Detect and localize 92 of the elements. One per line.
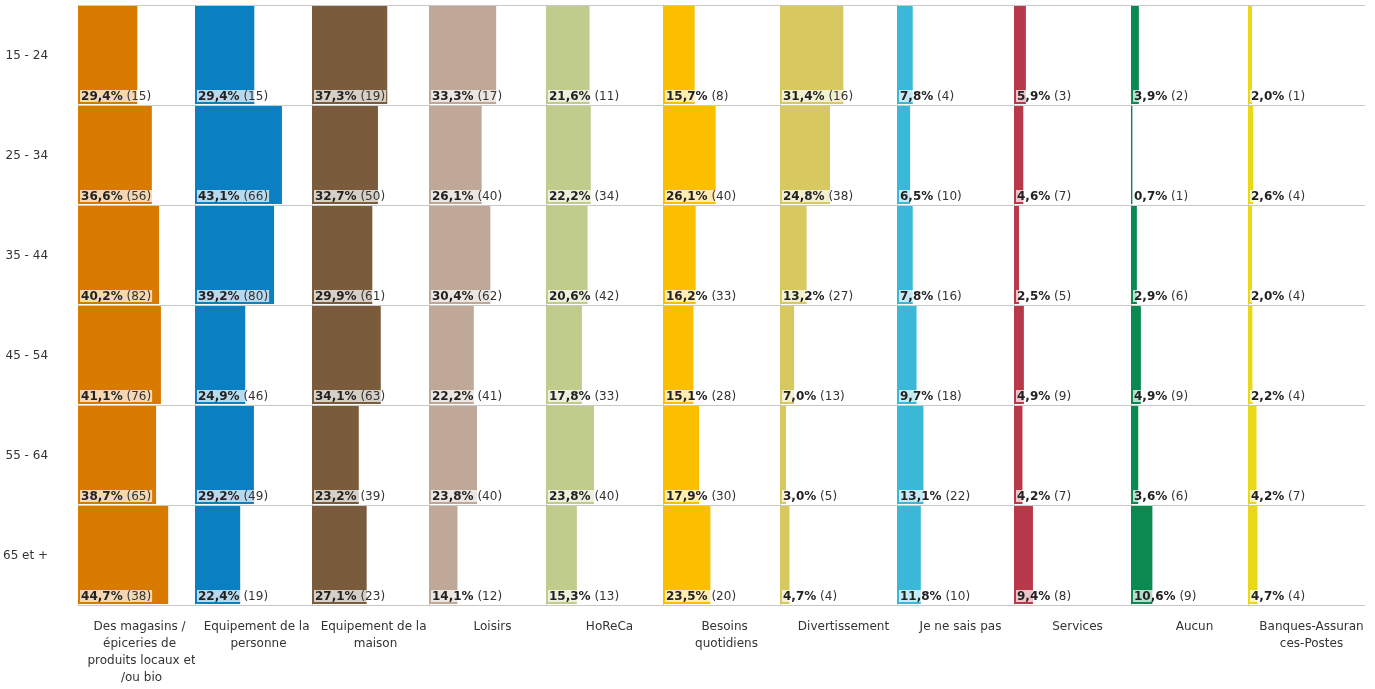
data-label: 21,6% (11) <box>549 89 620 103</box>
data-label: 9,7% (18) <box>900 389 962 403</box>
data-label: 3,6% (6) <box>1134 489 1189 503</box>
y-tick-label: 45 - 54 <box>5 348 49 362</box>
data-label: 6,5% (10) <box>900 189 962 203</box>
data-label: 2,6% (4) <box>1251 189 1306 203</box>
data-label: 24,9% (46) <box>198 389 269 403</box>
data-label: 4,7% (4) <box>783 589 838 603</box>
data-label: 4,2% (7) <box>1017 489 1072 503</box>
data-label: 29,4% (15) <box>81 89 152 103</box>
data-label: 17,9% (30) <box>666 489 737 503</box>
data-label: 31,4% (16) <box>783 89 854 103</box>
data-label: 23,8% (40) <box>549 489 620 503</box>
data-label: 4,7% (4) <box>1251 589 1306 603</box>
data-label: 30,4% (62) <box>432 289 503 303</box>
x-axis-title: Services <box>1052 618 1103 633</box>
data-label: 26,1% (40) <box>666 189 737 203</box>
x-axis-title: Je ne sais pas <box>918 618 1002 633</box>
y-tick-label: 15 - 24 <box>5 48 49 62</box>
data-label: 29,4% (15) <box>198 89 269 103</box>
data-label: 7,8% (4) <box>900 89 955 103</box>
data-label: 2,2% (4) <box>1251 389 1306 403</box>
y-tick-label: 55 - 64 <box>5 448 49 462</box>
data-label: 9,4% (8) <box>1017 589 1072 603</box>
data-label: 40,2% (82) <box>81 289 152 303</box>
y-tick-label: 25 - 34 <box>5 148 49 162</box>
data-label: 4,6% (7) <box>1017 189 1072 203</box>
data-label: 4,9% (9) <box>1134 389 1189 403</box>
x-axis-title: Aucun <box>1175 618 1214 633</box>
data-label: 39,2% (80) <box>198 289 269 303</box>
x-axis-title: Divertissement <box>797 618 890 633</box>
data-label: 20,6% (42) <box>549 289 620 303</box>
y-tick-label: 65 et + <box>2 548 49 562</box>
data-label: 3,0% (5) <box>783 489 838 503</box>
bar <box>78 206 160 304</box>
x-axis-title: Banques-Assurances-Postes <box>1259 618 1364 650</box>
data-label: 7,0% (13) <box>783 389 845 403</box>
data-label: 17,8% (33) <box>549 389 620 403</box>
x-axis-title: Equipement de la personne <box>203 618 314 650</box>
data-label: 13,1% (22) <box>900 489 971 503</box>
x-axis-title: Equipement de la maison <box>320 618 431 650</box>
data-label: 3,9% (2) <box>1134 89 1189 103</box>
data-label: 27,1% (23) <box>315 589 386 603</box>
x-axis-title: Loisirs <box>473 618 512 633</box>
data-label: 7,8% (16) <box>900 289 962 303</box>
x-axis-title: HoReCa <box>585 618 634 633</box>
x-axis-title: Besoins quotidiens <box>695 618 758 650</box>
bar <box>1131 206 1137 304</box>
data-label: 11,8% (10) <box>900 589 971 603</box>
data-label: 22,2% (34) <box>549 189 620 203</box>
data-label: 15,7% (8) <box>666 89 729 103</box>
data-label: 33,3% (17) <box>432 89 503 103</box>
data-label: 43,1% (66) <box>198 189 269 203</box>
data-label: 23,8% (40) <box>432 489 503 503</box>
data-label: 22,4% (19) <box>198 589 269 603</box>
data-label: 2,0% (4) <box>1251 289 1306 303</box>
data-label: 10,6% (9) <box>1134 589 1197 603</box>
data-label: 44,7% (38) <box>81 589 152 603</box>
data-label: 2,0% (1) <box>1251 89 1306 103</box>
data-label: 24,8% (38) <box>783 189 854 203</box>
bar <box>1014 206 1020 304</box>
data-label: 16,2% (33) <box>666 289 737 303</box>
data-label: 4,2% (7) <box>1251 489 1306 503</box>
data-label: 13,2% (27) <box>783 289 854 303</box>
data-label: 22,2% (41) <box>432 389 503 403</box>
data-label: 26,1% (40) <box>432 189 503 203</box>
data-label: 37,3% (19) <box>315 89 386 103</box>
data-label: 23,5% (20) <box>666 589 737 603</box>
y-tick-label: 35 - 44 <box>5 248 49 262</box>
data-label: 0,7% (1) <box>1134 189 1189 203</box>
bar <box>78 506 169 604</box>
data-label: 32,7% (50) <box>315 189 386 203</box>
bar <box>78 306 161 404</box>
bar <box>195 206 275 304</box>
data-label: 4,9% (9) <box>1017 389 1072 403</box>
data-label: 2,5% (5) <box>1017 289 1072 303</box>
data-label: 36,6% (56) <box>81 189 152 203</box>
data-label: 15,1% (28) <box>666 389 737 403</box>
data-label: 38,7% (65) <box>81 489 152 503</box>
data-label: 41,1% (76) <box>81 389 152 403</box>
bar <box>78 406 157 504</box>
x-axis-title: Des magasins / épiceries de produits locaux et/ou bio <box>87 618 196 684</box>
bar <box>195 106 282 204</box>
data-label: 29,2% (49) <box>198 489 269 503</box>
data-label: 14,1% (12) <box>432 589 503 603</box>
data-label: 2,9% (6) <box>1134 289 1189 303</box>
bar <box>312 6 388 104</box>
data-label: 15,3% (13) <box>549 589 620 603</box>
data-label: 29,9% (61) <box>315 289 386 303</box>
data-label: 34,1% (63) <box>315 389 386 403</box>
data-label: 23,2% (39) <box>315 489 386 503</box>
data-label: 5,9% (3) <box>1017 89 1072 103</box>
